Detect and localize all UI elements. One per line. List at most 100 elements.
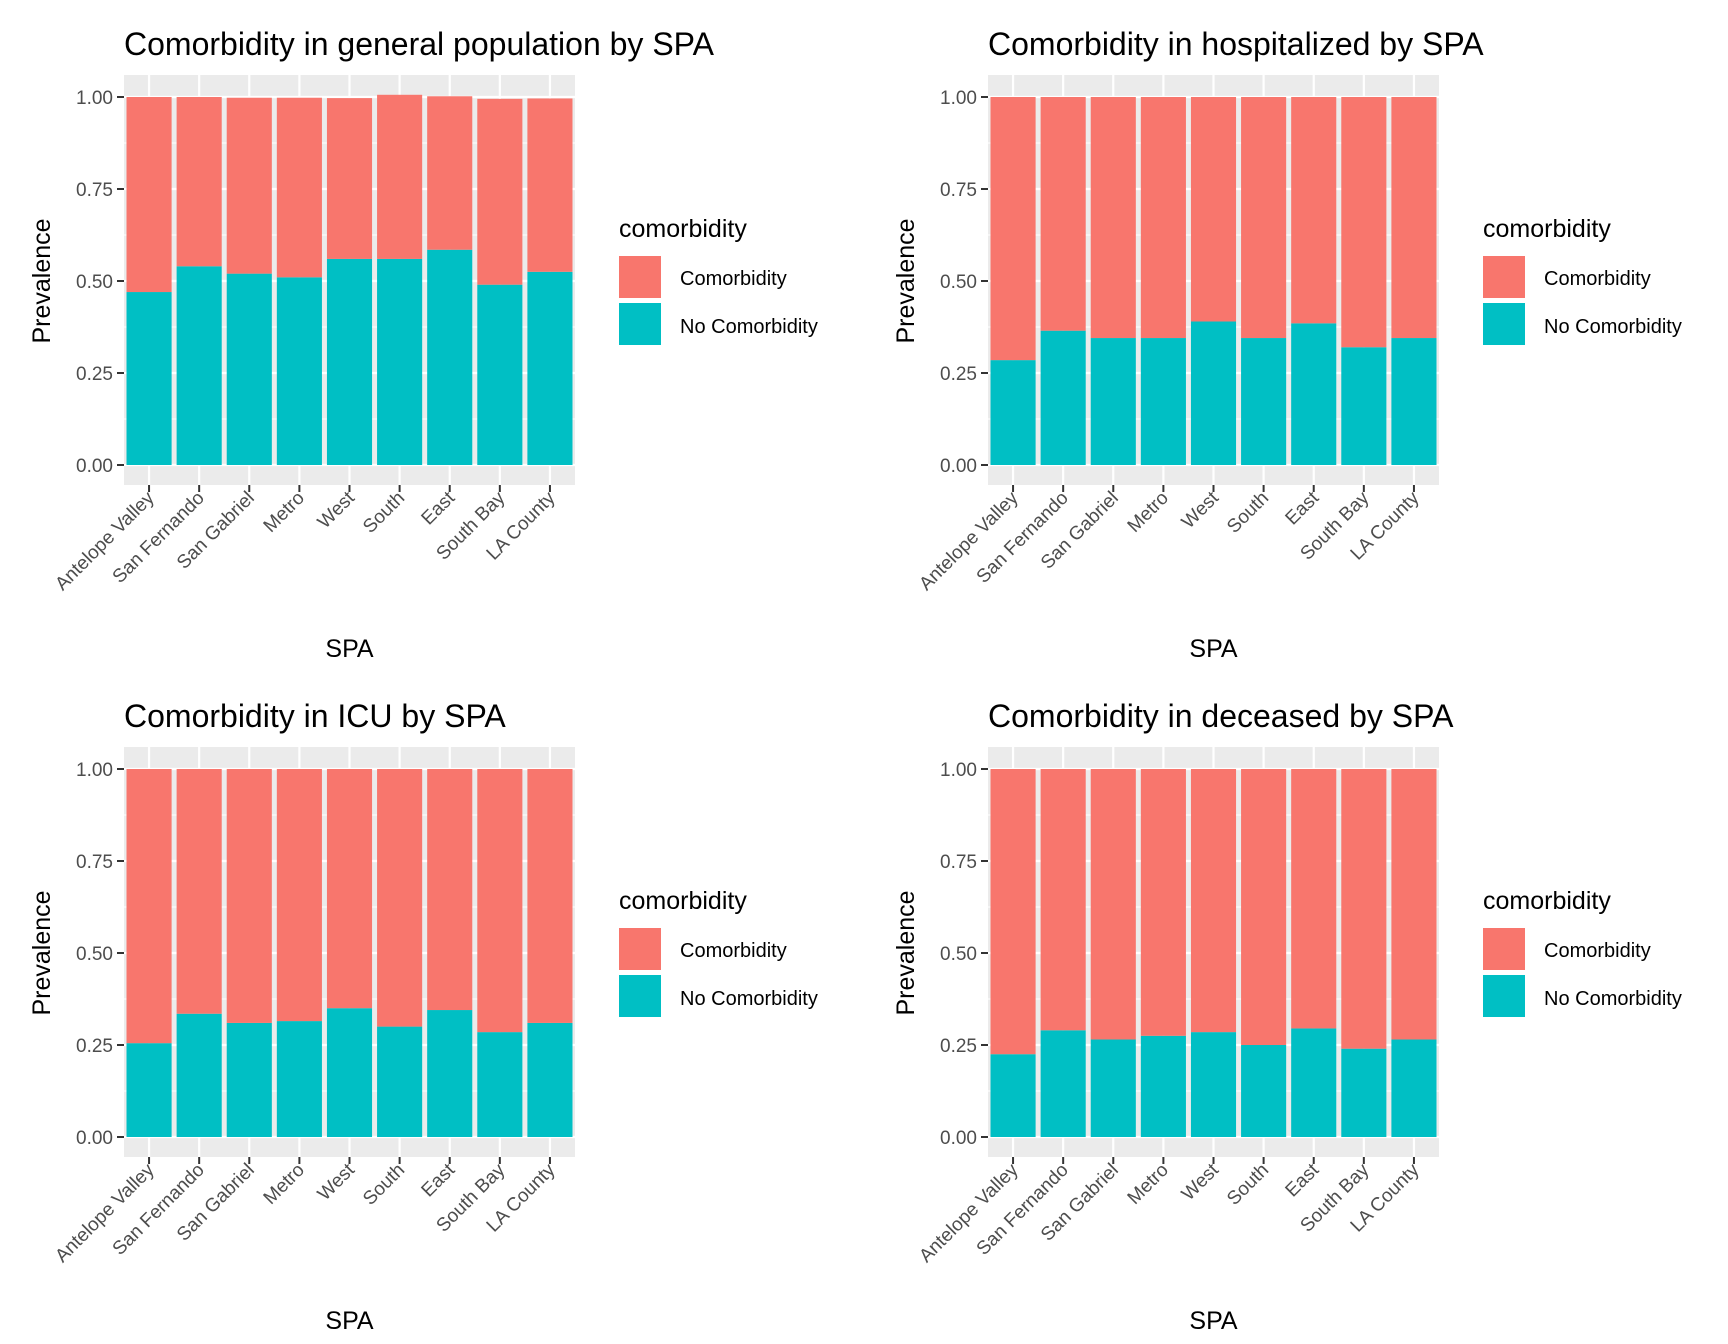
bar-comorbidity	[377, 769, 423, 1027]
y-axis-label: Prevalence	[892, 890, 920, 1015]
x-tick-label: Metro	[1124, 1160, 1173, 1209]
legend-label-comorbidity: Comorbidity	[1544, 268, 1651, 290]
legend-key-no-comorbidity	[619, 975, 661, 1017]
chart-panel-deceased: Comorbidity in deceased by SPA 0.00 0.25 0.…	[864, 672, 1728, 1344]
legend-label-comorbidity: Comorbidity	[680, 940, 787, 962]
x-tick-label: East	[418, 487, 460, 529]
chart-title: Comorbidity in deceased by SPA	[988, 698, 1454, 734]
x-tick-label: South	[359, 488, 409, 538]
bar-comorbidity	[176, 97, 222, 267]
bar-no-comorbidity	[527, 1022, 573, 1137]
bar-no-comorbidity	[1090, 338, 1136, 465]
y-tick-label: 0.50	[76, 272, 113, 293]
bar-no-comorbidity	[1241, 338, 1287, 465]
y-tick-label: 0.00	[940, 456, 977, 477]
bar-no-comorbidity	[1090, 1039, 1136, 1137]
y-tick-label: 1.00	[76, 760, 113, 781]
bar-no-comorbidity	[377, 258, 423, 465]
legend-label-comorbidity: Comorbidity	[680, 268, 787, 290]
bar-comorbidity	[326, 98, 373, 259]
x-tick-label: South	[1223, 488, 1273, 538]
x-tick-label: Metro	[260, 1160, 309, 1209]
y-tick-label: 0.75	[76, 180, 113, 201]
y-axis-label: Prevalence	[892, 218, 920, 343]
bar-comorbidity	[1140, 769, 1186, 1036]
x-axis-label: SPA	[325, 1307, 373, 1335]
y-axis-label: Prevalence	[28, 890, 56, 1015]
bar-no-comorbidity	[1190, 321, 1237, 465]
bar-no-comorbidity	[990, 360, 1036, 465]
y-tick-label: 0.50	[940, 272, 977, 293]
y-tick-label: 0.75	[76, 852, 113, 873]
bar-comorbidity	[1190, 769, 1237, 1033]
bar-comorbidity	[1241, 769, 1287, 1045]
bar-no-comorbidity	[1391, 338, 1437, 465]
bar-no-comorbidity	[1291, 1028, 1337, 1137]
bar-no-comorbidity	[1140, 338, 1186, 465]
legend-key-no-comorbidity	[1483, 303, 1525, 345]
bar-comorbidity	[990, 97, 1036, 361]
legend-key-comorbidity	[619, 928, 661, 970]
bar-comorbidity	[326, 769, 373, 1009]
bar-comorbidity	[1140, 97, 1186, 339]
bar-no-comorbidity	[226, 273, 272, 465]
x-tick-label: East	[1282, 1159, 1324, 1201]
legend-label-no-comorbidity: No Comorbidity	[1544, 316, 1682, 338]
legend-key-comorbidity	[1483, 928, 1525, 970]
bar-comorbidity	[527, 98, 573, 272]
bar-comorbidity	[1391, 769, 1437, 1040]
bar-comorbidity	[1241, 97, 1287, 339]
y-tick-label: 1.00	[76, 88, 113, 109]
bar-no-comorbidity	[176, 1013, 222, 1137]
bar-no-comorbidity	[176, 266, 222, 465]
chart-panel-hospitalized: Comorbidity in hospitalized by SPA 0.00 0.…	[864, 0, 1728, 672]
bar-comorbidity	[276, 97, 322, 278]
legend-label-no-comorbidity: No Comorbidity	[1544, 988, 1682, 1010]
legend-label-no-comorbidity: No Comorbidity	[680, 988, 818, 1010]
bar-no-comorbidity	[1140, 1035, 1186, 1137]
legend-title: comorbidity	[619, 215, 747, 243]
bar-comorbidity	[377, 94, 423, 259]
bar-comorbidity	[477, 98, 523, 285]
chart-svg: Comorbidity in general population by SPA…	[28, 26, 818, 663]
bar-no-comorbidity	[226, 1022, 272, 1137]
bar-comorbidity	[1040, 769, 1086, 1031]
bar-no-comorbidity	[1040, 330, 1086, 465]
bar-no-comorbidity	[326, 258, 373, 465]
y-tick-label: 0.00	[76, 456, 113, 477]
y-tick-label: 1.00	[940, 760, 977, 781]
y-axis-label: Prevalence	[28, 218, 56, 343]
bar-no-comorbidity	[276, 1021, 322, 1137]
y-tick-label: 0.75	[940, 852, 977, 873]
legend-key-no-comorbidity	[619, 303, 661, 345]
bar-comorbidity	[1090, 97, 1136, 339]
bar-comorbidity	[527, 769, 573, 1023]
legend-title: comorbidity	[1483, 887, 1611, 915]
bar-comorbidity	[226, 769, 272, 1023]
bar-comorbidity	[1040, 97, 1086, 331]
x-tick-label: West	[1178, 487, 1224, 533]
y-tick-label: 0.25	[940, 1036, 977, 1057]
bar-comorbidity	[477, 769, 523, 1033]
bar-no-comorbidity	[326, 1008, 373, 1137]
bar-no-comorbidity	[990, 1054, 1036, 1137]
bar-no-comorbidity	[477, 1032, 523, 1137]
bar-no-comorbidity	[1341, 347, 1387, 465]
legend-key-comorbidity	[1483, 256, 1525, 298]
y-tick-label: 0.00	[940, 1128, 977, 1149]
chart-panel-general-population: Comorbidity in general population by SPA…	[0, 0, 864, 672]
bar-comorbidity	[176, 769, 222, 1014]
bar-no-comorbidity	[1291, 323, 1337, 465]
chart-title: Comorbidity in hospitalized by SPA	[988, 26, 1484, 62]
bar-comorbidity	[226, 97, 272, 274]
bar-no-comorbidity	[1241, 1045, 1287, 1137]
y-tick-label: 0.25	[76, 364, 113, 385]
chart-panel-icu: Comorbidity in ICU by SPA 0.00 0.25 0.50 0.7…	[0, 672, 864, 1344]
bar-no-comorbidity	[1190, 1032, 1237, 1137]
bar-comorbidity	[1341, 769, 1387, 1049]
bar-no-comorbidity	[1040, 1030, 1086, 1137]
chart-svg: Comorbidity in hospitalized by SPA 0.00 0.…	[892, 26, 1682, 663]
x-axis-label: SPA	[1189, 635, 1237, 663]
bar-comorbidity	[1341, 97, 1387, 348]
x-axis-label: SPA	[325, 635, 373, 663]
